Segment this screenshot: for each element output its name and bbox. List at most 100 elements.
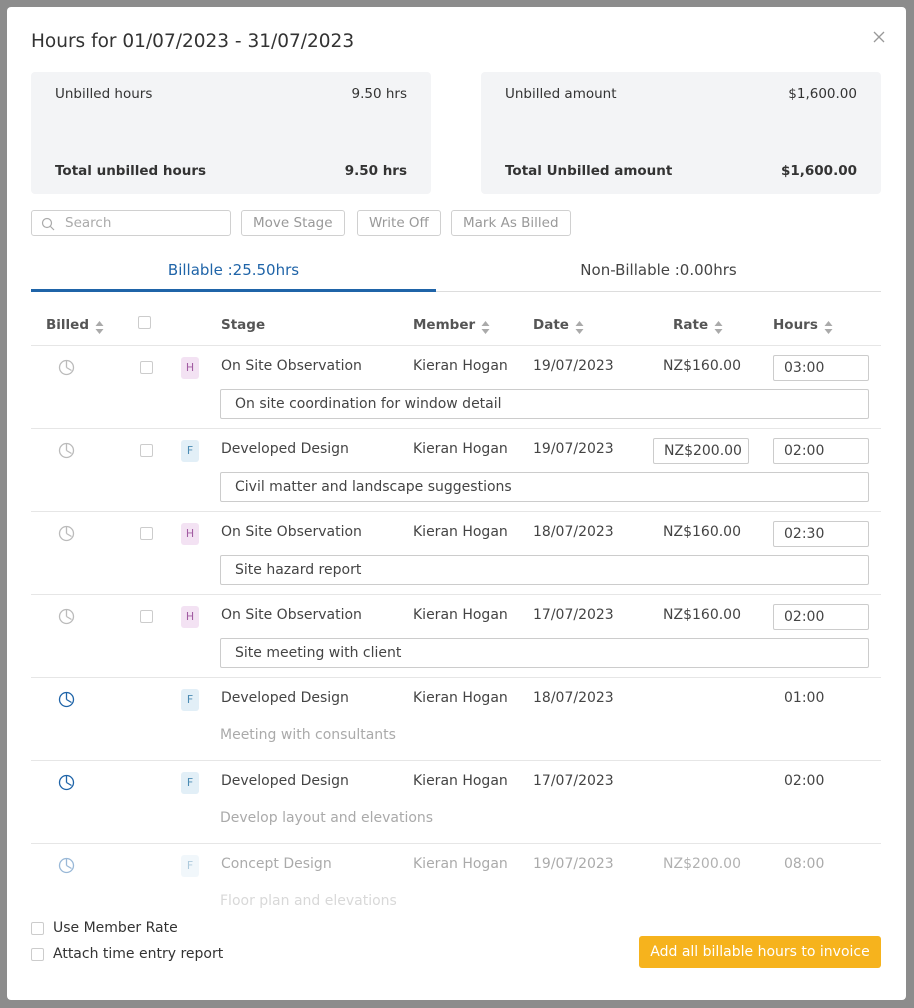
sort-icon-svg: [575, 321, 584, 334]
note: Meeting with consultants: [220, 727, 396, 743]
summary-label: Unbilled hours: [55, 86, 153, 102]
add-to-invoice-button[interactable]: Add all billable hours to invoice: [639, 936, 881, 968]
table-row: F Developed Design Kieran Hogan 17/07/2023 0…: [31, 761, 881, 844]
close-button[interactable]: [873, 31, 885, 43]
column-header: Hours: [773, 317, 818, 333]
sort-icon-svg: [95, 321, 104, 334]
summary-total-value: $1,600.00: [780, 163, 857, 179]
member: Kieran Hogan: [413, 607, 508, 623]
billed-status-icon: [58, 857, 75, 878]
hours-input[interactable]: 03:00: [773, 355, 869, 381]
summary-value: 9.50 hrs: [351, 86, 408, 102]
summary-total-label: Total unbilled hours: [55, 163, 207, 179]
summary-label: Unbilled amount: [505, 86, 617, 102]
billed-status-icon-svg: [58, 442, 75, 459]
modal: Hours for 01/07/2023 - 31/07/2023 Unbill…: [7, 7, 906, 1000]
rate: NZ$160.00: [663, 358, 741, 374]
date: 18/07/2023: [533, 690, 614, 706]
rate-input[interactable]: NZ$200.00: [653, 438, 749, 464]
hours-input[interactable]: 02:30: [773, 521, 869, 547]
option-label: Use Member Rate: [53, 920, 178, 936]
note-input[interactable]: Site hazard report: [220, 555, 869, 585]
sort-icon: [95, 319, 104, 338]
hours: 02:00: [784, 773, 825, 789]
rate: NZ$200.00: [663, 856, 741, 872]
stage-badge: F: [181, 440, 199, 462]
note: Floor plan and elevations: [220, 893, 397, 909]
row-checkbox[interactable]: [140, 610, 153, 623]
column-header: Date: [533, 317, 569, 333]
note-input[interactable]: Site meeting with client: [220, 638, 869, 668]
note-input[interactable]: Civil matter and landscape suggestions: [220, 472, 869, 502]
sort-icon-svg: [481, 321, 490, 334]
summary-total-value: 9.50 hrs: [344, 163, 407, 179]
date: 17/07/2023: [533, 607, 614, 623]
stage-badge: H: [181, 523, 199, 545]
select-all-checkbox[interactable]: [138, 316, 151, 329]
row-checkbox[interactable]: [140, 527, 153, 540]
billed-status-icon: [58, 691, 75, 712]
tab-billable[interactable]: Billable :25.50hrs: [31, 248, 436, 292]
billed-status-icon-svg: [58, 857, 75, 874]
billed-status-icon: [58, 359, 75, 380]
date: 17/07/2023: [533, 773, 614, 789]
column-header: Billed: [46, 317, 89, 333]
rate: NZ$160.00: [663, 524, 741, 540]
row-checkbox[interactable]: [140, 444, 153, 457]
option-checkbox[interactable]: [31, 948, 44, 961]
row-checkbox[interactable]: [140, 361, 153, 374]
member: Kieran Hogan: [413, 441, 508, 457]
column-header: Rate: [673, 317, 709, 333]
billed-status-icon-svg: [58, 691, 75, 708]
stage-badge: F: [181, 772, 199, 794]
billed-status-icon-svg: [58, 608, 75, 625]
member: Kieran Hogan: [413, 524, 508, 540]
search-placeholder: Search: [65, 215, 112, 231]
toolbar-button[interactable]: Write Off: [357, 210, 441, 236]
billed-status-icon: [58, 525, 75, 546]
table-row: F Concept Design Kieran Hogan 19/07/2023 NZ$…: [31, 844, 881, 910]
table-row: F Developed Design Kieran Hogan 18/07/2023 0…: [31, 678, 881, 761]
summary-total-label: Total Unbilled amount: [505, 163, 673, 179]
option-checkbox[interactable]: [31, 922, 44, 935]
search-icon: [41, 217, 55, 231]
stage: Developed Design: [221, 690, 349, 706]
date: 19/07/2023: [533, 441, 614, 457]
billed-status-icon-svg: [58, 359, 75, 376]
rate: NZ$160.00: [663, 607, 741, 623]
stage: Developed Design: [221, 773, 349, 789]
member: Kieran Hogan: [413, 690, 508, 706]
member: Kieran Hogan: [413, 358, 508, 374]
billed-status-icon: [58, 774, 75, 795]
header-divider: [31, 345, 881, 346]
tab-non-billable[interactable]: Non-Billable :0.00hrs: [436, 248, 881, 292]
date: 19/07/2023: [533, 358, 614, 374]
search-input[interactable]: Search: [31, 210, 231, 236]
stage: On Site Observation: [221, 607, 362, 623]
column-header: Member: [413, 317, 476, 333]
sort-icon: [714, 319, 723, 338]
stage-badge: F: [181, 855, 199, 877]
member: Kieran Hogan: [413, 856, 508, 872]
table-row: H On Site Observation Kieran Hogan 19/07/20…: [31, 346, 881, 429]
table-row: H On Site Observation Kieran Hogan 18/07/20…: [31, 512, 881, 595]
summary-value: $1,600.00: [788, 86, 857, 102]
summary-card: Unbilled amount $1,600.00 Total Unbilled…: [481, 72, 881, 194]
note-input[interactable]: On site coordination for window detail: [220, 389, 869, 419]
table-row: H On Site Observation Kieran Hogan 17/07/20…: [31, 595, 881, 678]
toolbar-button[interactable]: Mark As Billed: [451, 210, 571, 236]
member: Kieran Hogan: [413, 773, 508, 789]
stage: Developed Design: [221, 441, 349, 457]
toolbar-button[interactable]: Move Stage: [241, 210, 345, 236]
modal-title: Hours for 01/07/2023 - 31/07/2023: [31, 31, 355, 52]
table-row: F Developed Design Kieran Hogan 19/07/2023 N…: [31, 429, 881, 512]
hours-input[interactable]: 02:00: [773, 438, 869, 464]
sort-icon-svg: [824, 321, 833, 334]
stage: On Site Observation: [221, 358, 362, 374]
hours: 08:00: [784, 856, 825, 872]
date: 19/07/2023: [533, 856, 614, 872]
hours-input[interactable]: 02:00: [773, 604, 869, 630]
hours: 01:00: [784, 690, 825, 706]
stage: On Site Observation: [221, 524, 362, 540]
